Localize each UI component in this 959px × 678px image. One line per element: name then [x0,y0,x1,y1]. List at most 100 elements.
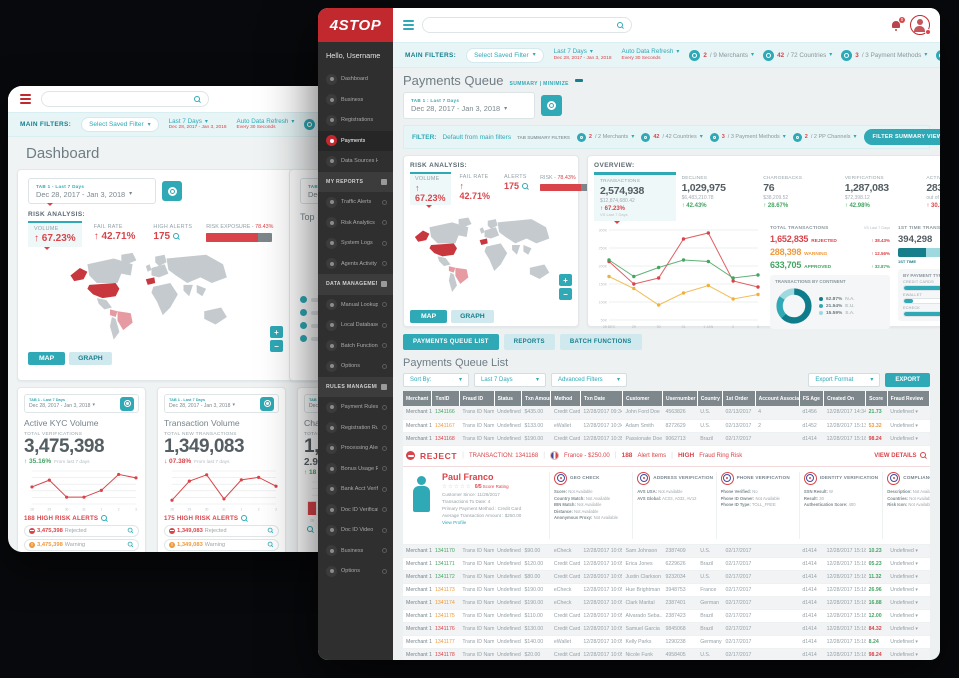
table-row[interactable]: Merchant 1 1341173 Trans ID Name Undefin… [403,583,930,597]
column-header[interactable]: Txn Amount [521,391,552,406]
table-row[interactable]: Merchant 1 1341175 Trans ID Name Undefin… [403,609,930,623]
table-row[interactable]: Merchant 1 1341177 Trans ID Name Undefin… [403,635,930,649]
search-icon[interactable] [522,182,529,190]
world-map[interactable] [28,251,290,349]
notifications-bell-icon[interactable]: 0 [891,16,905,31]
search-icon[interactable] [173,233,180,240]
overview-stat[interactable]: DECLINES 1,029,975 $6,483,210.78 ↑ 42.43… [681,176,726,209]
table-row[interactable]: Merchant 1 1341171 Trans ID Name Undefin… [403,557,930,571]
filter-chip[interactable]: 3 / 3 Payment Methods ▾ [709,132,786,142]
tab-date-select[interactable]: TAB 1 - Last 7 Days Dec 28, 2017 - Jan 3… [28,178,156,206]
zoom-in-button[interactable]: + [270,326,283,338]
search-input[interactable] [49,96,194,102]
search-icon[interactable] [241,514,248,522]
sidebar-item[interactable]: Payment Rules [318,397,393,418]
menu-icon[interactable] [20,94,31,104]
sidebar-item[interactable]: Bank Acct Verification [318,479,393,500]
filter-chip[interactable]: 3 / 4 PP Channels ▾ [936,49,940,61]
sidebar-item[interactable]: Business [318,541,393,562]
search-icon[interactable] [267,528,274,534]
search-icon[interactable] [127,528,134,534]
tab-date-select[interactable]: TAB 1 - Last 7 Days Dec 28, 2017 - Jan 3… [164,394,279,413]
risk-stat[interactable]: VOLUME ↑ 67.23% [28,221,82,250]
user-avatar[interactable] [910,15,931,35]
search-icon[interactable] [101,514,108,522]
gear-icon[interactable] [120,396,134,411]
table-row[interactable]: Merchant 1 1341176 Trans ID Name Undefin… [403,622,930,636]
alert-stat-row[interactable]: 3,475,398 Warning [24,538,139,551]
logo[interactable]: 4STOP [318,8,393,42]
column-header[interactable]: Created On [823,391,867,406]
date-range-select[interactable]: Last 7 Days ▾ Dec 28, 2017 - Jan 3, 2018 [168,117,227,131]
map-button[interactable]: MAP [28,352,66,365]
saved-filter-select[interactable]: Select Saved Filter ▾ [81,117,159,132]
risk-stat[interactable]: ALERTS 175 [499,172,534,205]
search-input-wrap[interactable] [41,91,209,107]
tab-button[interactable]: BATCH FUNCTIONS ▾ [559,334,642,350]
table-row[interactable]: Merchant 1 1341178 Trans ID Name Undefin… [403,648,930,660]
table-row[interactable]: Merchant 1 1341172 Trans ID Name Undefin… [403,570,930,584]
high-risk-alerts[interactable] [304,525,419,533]
high-risk-alerts[interactable]: 188 HIGH RISK ALERTS [24,514,139,522]
search-input-wrap[interactable] [422,17,632,33]
column-header[interactable]: Country [697,391,723,406]
search-icon[interactable] [127,542,134,548]
column-header[interactable]: FS Age [799,391,825,406]
filter-chip[interactable]: 2 / 2 Merchants ▾ [576,132,634,142]
column-header[interactable]: Fraud Review [887,391,931,406]
filter-chip[interactable]: 42 / 72 Countries ▾ [763,49,832,61]
auto-refresh-select[interactable]: Auto Data Refresh ▾ Every 30 Seconds [236,117,295,131]
alert-stat-row[interactable]: 1,349,083 Rejected [164,524,279,537]
gear-icon[interactable] [260,396,274,411]
world-map[interactable] [410,209,572,307]
sidebar-item[interactable]: DATA MANAGEMENT [318,274,393,295]
sidebar-item[interactable]: Bonus Usage Rules [318,459,393,480]
overview-stat[interactable]: CHARGEBACKS 76 $38,209.52 ↑ 28.67% [763,176,803,209]
table-row[interactable]: Merchant 1 1341174 Trans ID Name Undefin… [403,596,930,610]
table-row[interactable]: Merchant 1 1341168 Trans ID Name Undefin… [403,432,930,446]
alert-stat-row[interactable]: 3,475,398 Rejected [24,524,139,537]
sidebar-item[interactable]: Risk Analytics [318,213,393,234]
column-header[interactable]: 1st Order [722,391,756,406]
column-header[interactable]: Status [494,391,522,406]
table-row[interactable]: Merchant 1 1341167 Trans ID Name Undefin… [403,419,930,433]
search-input[interactable] [430,22,617,28]
sidebar-item[interactable]: MY REPORTS [318,171,393,192]
risk-stat[interactable]: HIGH ALERTS 175 [153,224,193,242]
alert-stat-row[interactable]: 1,349,083 Warning [164,538,279,551]
sidebar-item[interactable]: Traffic Alerts [318,192,393,213]
risk-stat[interactable]: FAIL RATE ↑ 42.71% [459,174,491,201]
graph-button[interactable]: GRAPH [451,310,494,323]
filter-chip[interactable]: 2 / 2 PP Channels ▾ [792,132,857,142]
sidebar-item[interactable]: Local Database [318,315,393,336]
column-header[interactable]: Txn Date [580,391,623,406]
overview-stat[interactable]: ACTIVE CUSTOMERS 283,309 out of 1,193,32… [926,176,940,209]
sidebar-item[interactable]: Options [318,356,393,377]
summary-minimize-links[interactable]: SUMMARY | MINIMIZE [509,81,569,87]
sidebar-item[interactable]: Doc ID Video [318,520,393,541]
tab-date-select[interactable]: TAB 1 : Last 7 Days Dec 28, 2017 - Jan 3… [403,92,535,119]
tab-date-select[interactable]: TAB 1 - Last 7 Days Dec 28, 2017 - Jan 3… [24,394,139,413]
sidebar-item[interactable]: RULES MANAGEMENT [318,376,393,397]
column-header[interactable]: Method [550,391,581,406]
risk-stat[interactable]: FAIL RATE ↑ 42.71% [93,224,136,242]
zoom-out-button[interactable]: − [559,288,572,300]
range-select[interactable]: Last 7 Days ▾ [474,373,546,387]
table-row[interactable]: Merchant 1 1341170 Trans ID Name Undefin… [403,544,930,558]
search-icon[interactable] [617,21,624,29]
sidebar-item[interactable]: Options [318,561,393,582]
column-header[interactable]: Customer [622,391,663,406]
sidebar-item[interactable]: Manual Lookup [318,295,393,316]
column-header[interactable]: Usernumber [662,391,698,406]
export-format-select[interactable]: Export Format ▾ [808,373,881,387]
filter-summary-view-button[interactable]: FILTER SUMMARY VIEW [863,129,940,145]
filter-chip[interactable]: 3 / 3 Payment Methods ▾ [841,49,927,61]
auto-refresh-select[interactable]: Auto Data Refresh ▾ Every 30 Seconds [621,48,680,61]
sidebar-item[interactable]: Registration Rules [318,418,393,439]
zoom-in-button[interactable]: + [559,274,572,286]
overview-stat[interactable]: VERIFICATIONS 1,287,083 $72,398.12 ↑ 42.… [844,176,889,209]
column-header[interactable]: Merchant [403,391,433,406]
search-icon[interactable] [194,95,201,103]
saved-filter-select[interactable]: Select Saved Filter ▾ [466,47,544,63]
high-risk-alerts[interactable]: 175 HIGH RISK ALERTS [164,514,279,522]
